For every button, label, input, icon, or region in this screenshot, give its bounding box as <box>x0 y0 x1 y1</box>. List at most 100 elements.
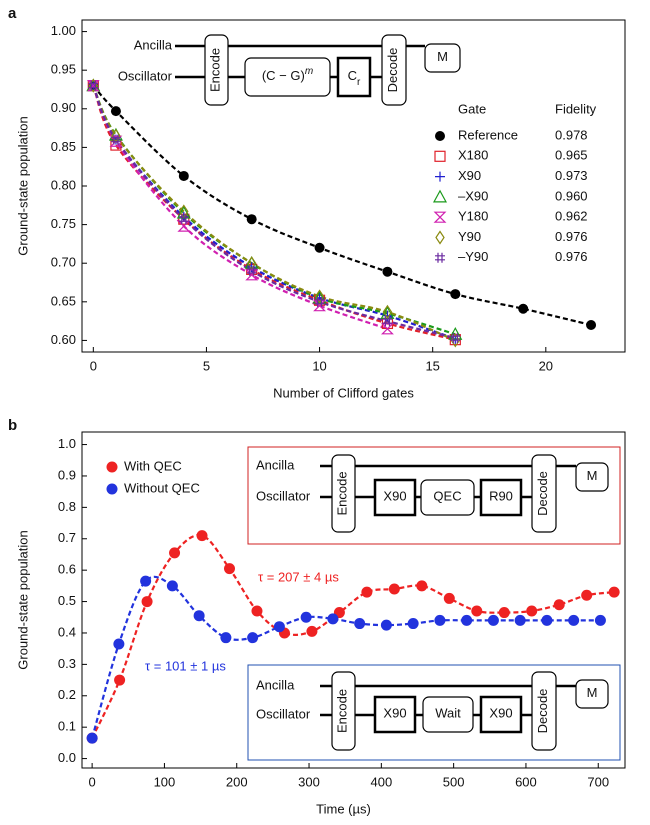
y-tick-label: 0.1 <box>58 719 76 734</box>
legend-header: Gate <box>458 101 486 116</box>
fit-curve <box>92 85 456 340</box>
y-tick-label: 0.95 <box>51 62 76 77</box>
gate-box <box>420 479 475 516</box>
data-point <box>300 611 312 623</box>
gate-label: QEC <box>433 489 461 504</box>
data-point <box>380 619 392 631</box>
y-axis-label: Ground-state population <box>15 116 30 255</box>
gate-label-text: Encode <box>208 48 223 92</box>
data-point <box>327 613 339 625</box>
x-tick-label: 500 <box>443 774 465 789</box>
wire-label: Oscillator <box>256 488 311 503</box>
gate-label: X90 <box>383 706 406 721</box>
data-point <box>541 614 553 626</box>
x-tick-label: 200 <box>226 774 248 789</box>
x-axis-label: Number of Clifford gates <box>273 385 414 400</box>
legend-marker <box>432 189 448 203</box>
legend-marker <box>435 230 445 245</box>
y-tick-label: 1.0 <box>58 436 76 451</box>
data-point <box>434 614 446 626</box>
data-point <box>443 592 455 604</box>
fit-annotation: τ = 207 ± 4 µs <box>258 569 339 584</box>
gate-label: Encode <box>335 689 350 733</box>
data-point <box>169 547 181 559</box>
panel-label: a <box>8 5 17 22</box>
y-tick-label: 0.4 <box>58 624 76 639</box>
data-point <box>273 621 285 633</box>
gate-label: Encode <box>335 471 350 515</box>
data-point <box>526 605 538 617</box>
gate-label-text: X90 <box>383 706 406 721</box>
wire-label: Oscillator <box>118 68 173 83</box>
x-tick-label: 400 <box>370 774 392 789</box>
data-point <box>581 589 593 601</box>
y-tick-label: 0.0 <box>58 750 76 765</box>
legend-marker <box>435 171 445 182</box>
x-tick-label: 15 <box>425 358 439 373</box>
gate-label: M <box>437 49 448 64</box>
y-tick-label: 0.90 <box>51 100 76 115</box>
data-point <box>178 170 189 181</box>
gate-label-text: (C − G) <box>262 68 305 83</box>
y-tick-label: 0.65 <box>51 293 76 308</box>
legend-marker <box>435 131 445 141</box>
data-point <box>518 303 529 314</box>
y-tick-label: 0.6 <box>58 562 76 577</box>
gate-label-text: Decode <box>385 48 400 93</box>
data-point <box>314 242 325 253</box>
data-point <box>220 632 232 644</box>
data-point <box>608 586 620 598</box>
data-point <box>110 134 121 145</box>
legend-fidelity: 0.978 <box>555 127 588 142</box>
legend-label: Y90 <box>458 229 481 244</box>
data-point <box>514 614 526 626</box>
gate-label-sub: r <box>357 77 361 88</box>
data-point <box>448 326 463 340</box>
x-tick-label: 300 <box>298 774 320 789</box>
data-point <box>223 563 235 575</box>
data-point <box>247 632 259 644</box>
y-tick-label: 0.2 <box>58 687 76 702</box>
x-tick-label: 10 <box>312 358 326 373</box>
x-axis-label: Time (µs) <box>316 801 371 816</box>
gate-label: Decode <box>385 48 400 93</box>
gate-box <box>336 56 372 98</box>
data-point <box>416 580 428 592</box>
legend-fidelity: 0.965 <box>555 148 588 163</box>
gate-label: Decode <box>535 689 550 734</box>
y-tick-label: 0.5 <box>58 593 76 608</box>
fit-curve <box>92 85 456 342</box>
data-point <box>594 614 606 626</box>
gate-label: R90 <box>489 489 513 504</box>
gate-box <box>373 695 417 734</box>
legend-marker <box>435 252 445 263</box>
legend-fidelity: 0.960 <box>555 188 588 203</box>
data-point <box>314 296 325 307</box>
y-tick-label: 0.85 <box>51 139 76 154</box>
x-tick-label: 0 <box>89 774 96 789</box>
gate-box <box>331 671 356 751</box>
legend-fidelity: 0.973 <box>555 168 588 183</box>
gate-box <box>373 478 417 517</box>
gate-label-text: Wait <box>435 706 461 721</box>
fit-curve <box>92 85 456 336</box>
gate-box <box>479 695 523 734</box>
gate-label-text: Encode <box>335 471 350 515</box>
x-tick-label: 700 <box>587 774 609 789</box>
gate-label-text: M <box>587 468 598 483</box>
data-point <box>450 333 461 348</box>
gate-label-text: M <box>437 49 448 64</box>
data-point <box>251 605 263 617</box>
fit-curve <box>92 85 456 341</box>
legend-label: Y180 <box>458 209 488 224</box>
data-point <box>166 580 178 592</box>
y-tick-label: 0.9 <box>58 467 76 482</box>
legend-label: –Y90 <box>458 249 488 264</box>
data-point <box>471 605 483 617</box>
legend-label: X90 <box>458 168 481 183</box>
data-point <box>498 607 510 619</box>
wire-label: Ancilla <box>256 677 295 692</box>
y-tick-label: 0.75 <box>51 216 76 231</box>
data-point <box>113 638 125 650</box>
